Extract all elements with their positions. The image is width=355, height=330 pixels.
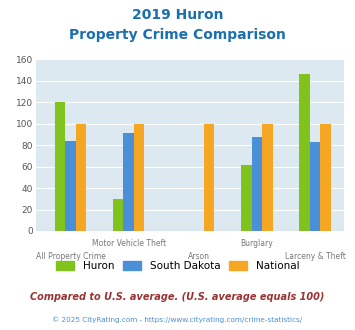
Bar — [321, 124, 331, 231]
Bar — [65, 141, 76, 231]
Bar — [204, 124, 214, 231]
Text: Arson: Arson — [188, 252, 210, 261]
Text: © 2025 CityRating.com - https://www.cityrating.com/crime-statistics/: © 2025 CityRating.com - https://www.city… — [53, 317, 302, 323]
Bar — [310, 142, 321, 231]
Bar — [76, 124, 86, 231]
Bar — [241, 164, 252, 231]
Text: Larceny & Theft: Larceny & Theft — [285, 252, 346, 261]
Text: All Property Crime: All Property Crime — [36, 252, 105, 261]
Bar — [262, 124, 273, 231]
Bar — [55, 102, 65, 231]
Text: Burglary: Burglary — [241, 239, 273, 248]
Bar — [113, 199, 124, 231]
Text: Compared to U.S. average. (U.S. average equals 100): Compared to U.S. average. (U.S. average … — [30, 292, 325, 302]
Bar — [300, 74, 310, 231]
Text: Property Crime Comparison: Property Crime Comparison — [69, 28, 286, 42]
Legend: Huron, South Dakota, National: Huron, South Dakota, National — [56, 261, 299, 271]
Bar — [252, 137, 262, 231]
Text: Motor Vehicle Theft: Motor Vehicle Theft — [92, 239, 166, 248]
Bar — [134, 124, 144, 231]
Bar — [124, 133, 134, 231]
Text: 2019 Huron: 2019 Huron — [132, 8, 223, 22]
